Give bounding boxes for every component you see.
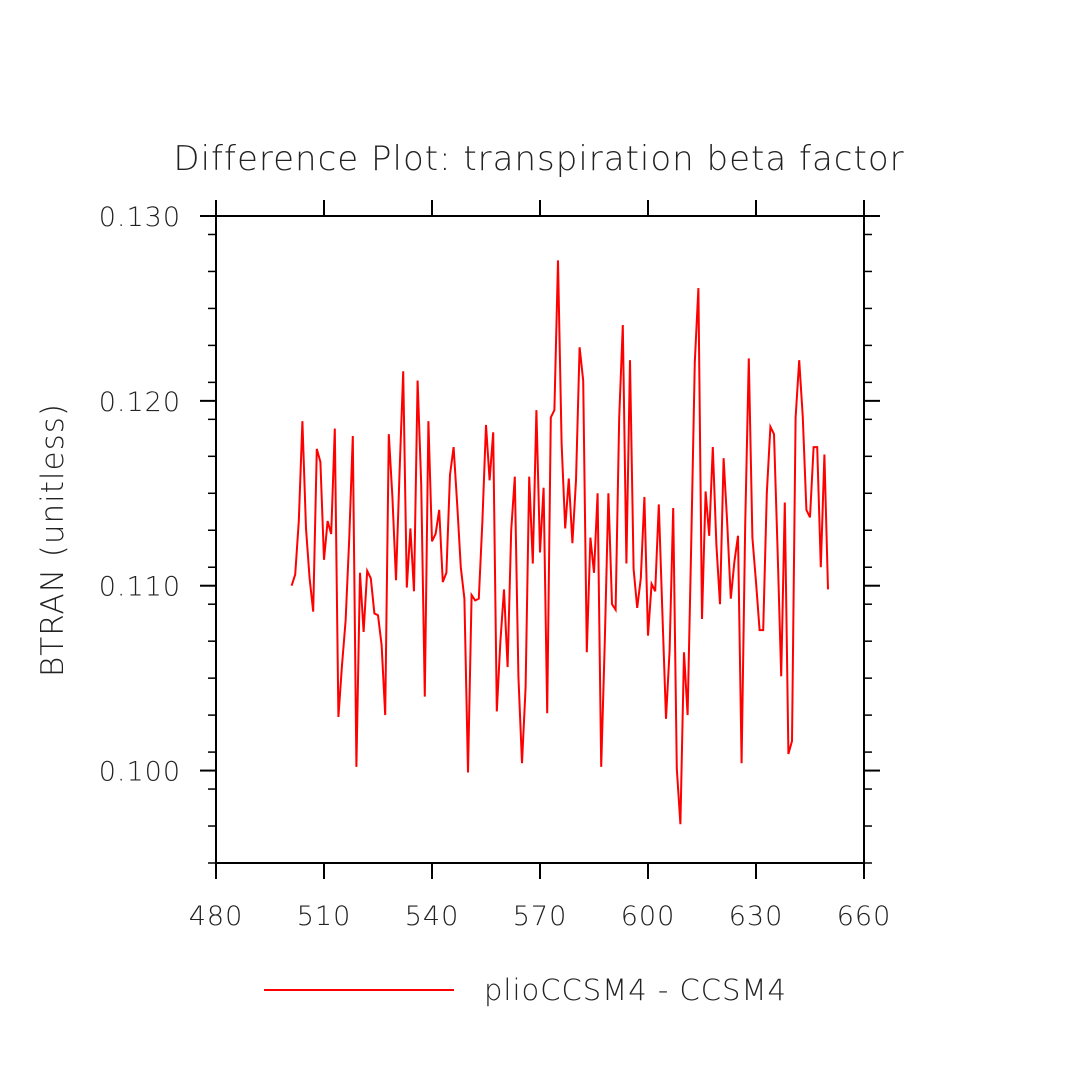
chart-title: Difference Plot: transpiration beta fact… [173,139,904,179]
series-layer [290,260,829,825]
axis-ticks [200,200,880,879]
x-tick-label: 660 [837,901,892,932]
x-tick-label: 510 [297,901,352,932]
y-tick-label: 0.100 [99,757,181,788]
y-tick-label: 0.130 [99,202,181,233]
y-tick-label: 0.110 [99,572,181,603]
series-line [290,260,829,825]
x-tick-label: 600 [621,901,676,932]
axis-tick-labels: 480 510 540 570 600 630 660 0.100 0.110 0.120 0.13… [99,202,892,932]
x-tick-label: 540 [405,901,460,932]
x-tick-label: 480 [189,901,244,932]
y-tick-label: 0.120 [99,387,181,418]
x-tick-label: 630 [729,901,784,932]
legend: plioCCSM4 - CCSM4 [264,973,787,1007]
y-axis-label: BTRAN (unitless) [35,403,71,677]
x-tick-label: 570 [513,901,568,932]
legend-label: plioCCSM4 - CCSM4 [484,973,787,1007]
